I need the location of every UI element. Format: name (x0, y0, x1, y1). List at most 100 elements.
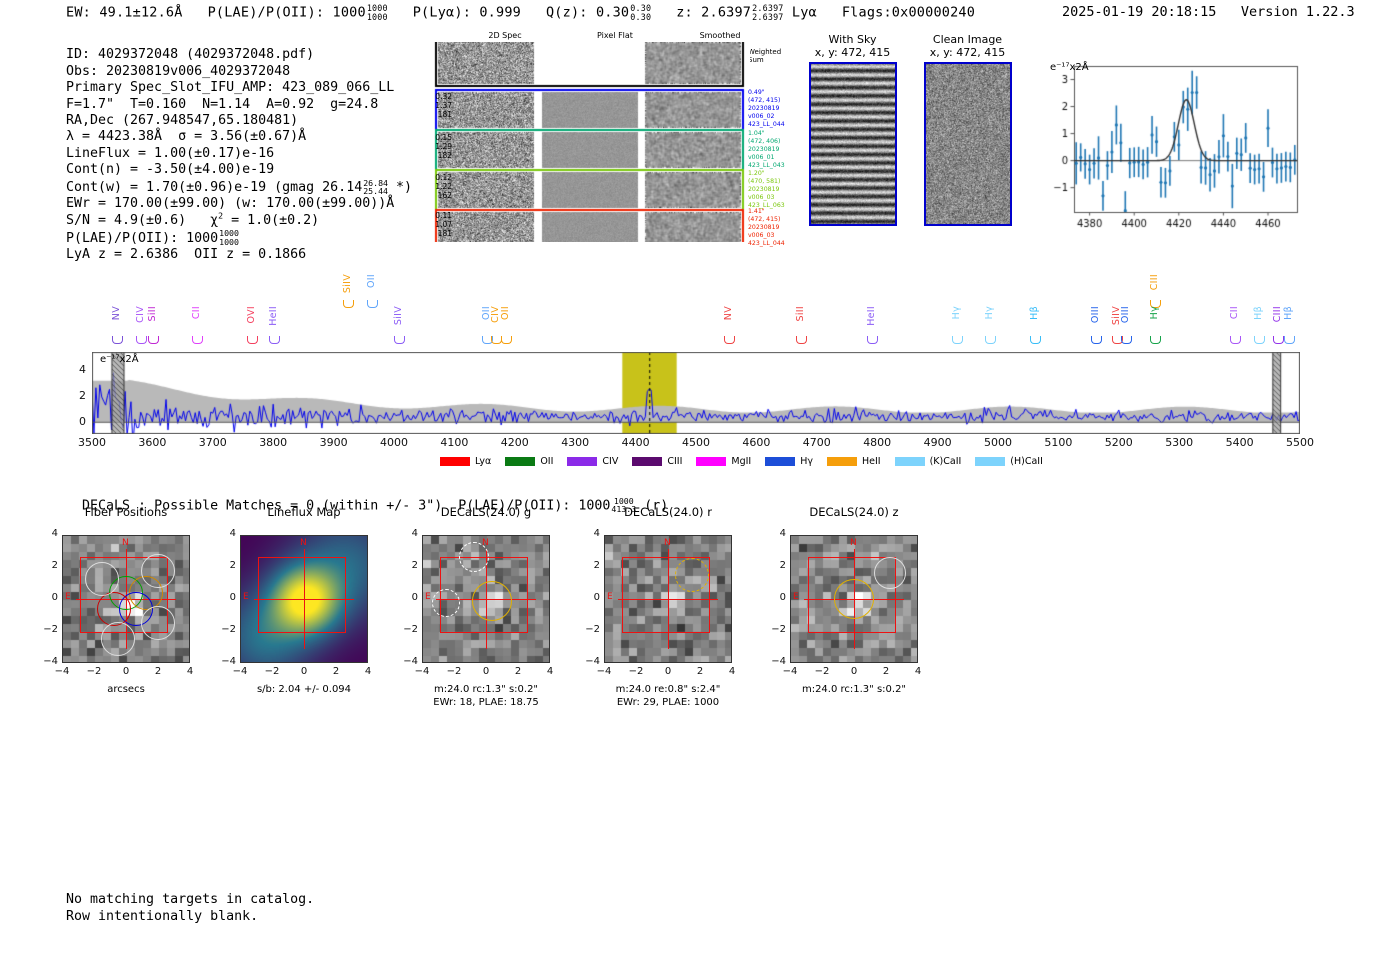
z-species: Lyα (791, 4, 817, 21)
compass-east: E (65, 592, 71, 602)
legend-label: HeII (862, 456, 881, 467)
cutout-ytick: 4 (593, 528, 600, 539)
emission-line-bracket (342, 300, 354, 308)
compass-north: N (664, 538, 671, 548)
cutout-ytick: −4 (43, 656, 58, 667)
emission-line-bracket (1090, 336, 1102, 344)
cutout-ytick: 4 (229, 528, 236, 539)
cont-w-lo: 25.44 (363, 186, 388, 197)
thumb-with-sky: With Sky x, y: 472, 415 (800, 33, 905, 226)
cutout-ytick: 0 (779, 592, 786, 603)
cutout-xtick: −4 (782, 666, 798, 677)
cutout-aperture-circle (141, 554, 175, 588)
thumb-title-clean: Clean Image (932, 33, 1003, 46)
fiber-right-line: (472, 406) (748, 138, 781, 145)
emission-line-label-CIII: CIII (1148, 274, 1160, 291)
info-line-lineflux: LineFlux = 1.00(±0.17)e-16 (66, 145, 275, 161)
compass-north: N (850, 538, 857, 548)
legend-label: CIV (602, 456, 619, 467)
line-fit-units-label: e⁻¹⁷x2Å (1050, 62, 1089, 73)
cutout-ytick: 0 (229, 592, 236, 603)
cutout-xtick: 2 (882, 666, 890, 677)
decals-header-post: (r) (644, 498, 669, 514)
fiber-right-line: (472, 415) (748, 216, 781, 223)
spectrum-xtick: 3500 (78, 436, 106, 449)
compass-east: E (607, 592, 613, 602)
emission-line-label-SiIV: SiIV (392, 306, 404, 326)
cutout-caption1-3: m:24.0 re:0.8" s:2.4" (615, 684, 721, 695)
info-plae-value: 1000 (186, 230, 219, 246)
fiber-left-line: 0.15 (435, 133, 452, 142)
fiber-right-line: 0.49" (748, 89, 765, 96)
spectrum-xtick: 4200 (500, 436, 529, 449)
z-lo: 2.6397 (752, 11, 784, 22)
cutout-xtick: 2 (332, 666, 340, 677)
legend-label: CIII (667, 456, 683, 467)
fiber-right-line: 423_LL_044 (748, 240, 785, 247)
legend-item-Ly: Lyα (440, 456, 491, 467)
info-line-cont-w-post: *) (396, 180, 413, 196)
legend-label: Hγ (800, 456, 813, 467)
legend-swatch (696, 457, 727, 466)
footer-note: No matching targets in catalog. Row inte… (66, 874, 314, 925)
emission-line-label-HeII: HeII (866, 306, 878, 326)
spectrum-ytick: 4 (79, 363, 86, 377)
ew-label: EW: (66, 4, 91, 21)
legend-swatch (632, 457, 663, 466)
spectrum-xtick: 4700 (802, 436, 831, 449)
z-hi: 2.6397 (752, 3, 784, 13)
fiber-left-line: 0.32 (435, 92, 452, 101)
emission-line-bracket (367, 300, 379, 308)
compass-north: N (122, 538, 129, 548)
spectrum-ytick: 2 (79, 389, 86, 403)
emission-line-bracket (795, 336, 807, 344)
legend-swatch (765, 457, 796, 466)
info-plae-hi: 1000 (219, 228, 239, 239)
z-label: z: (676, 4, 693, 21)
cutout-ytick: 4 (411, 528, 418, 539)
plae-lo: 1000 (366, 11, 388, 22)
qz-value: 0.30 (595, 4, 630, 21)
spec2d-panel: 2D Spec Pixel Flat Smoothed Weighted Sum (430, 31, 781, 246)
cutout-xtick: 2 (696, 666, 704, 677)
info-plae-lo: 1000 (219, 236, 239, 247)
spectrum-xtick: 5100 (1044, 436, 1073, 449)
cutout-xtick: 0 (850, 666, 858, 677)
emission-line-label-H: Hγ (1148, 306, 1160, 320)
legend-item-MgII: MgII (696, 456, 751, 467)
cutout-title-4: DECaLS(24.0) z (809, 505, 899, 519)
emission-line-label-CIII: CIII (1272, 306, 1284, 323)
spectrum-xtick: 4900 (923, 436, 952, 449)
info-line-redshifts: LyA z = 2.6386 OII z = 0.1866 (66, 247, 307, 263)
cutout-title-3: DECaLS(24.0) r (624, 505, 712, 519)
cutout-ytick: −4 (221, 656, 236, 667)
line-fit-plot: e⁻¹⁷x2Å (1040, 58, 1305, 238)
fiber-right-line: v006_03 (748, 194, 775, 201)
cutout-xtick: 2 (154, 666, 162, 677)
legend-swatch (894, 457, 925, 466)
fiber-right-labels-2: 1.20" (470, 581) 20230819 v006_03 423_LL_063 (748, 170, 806, 210)
fiber-right-labels-3: 1.41" (472, 415) 20230819 v006_03 423_LL_044 (748, 208, 806, 248)
legend-item-H: Hγ (765, 456, 813, 467)
cutout-caption1-2: m:24.0 rc:1.3" s:0.2" (433, 684, 539, 695)
spectrum-xtick: 3900 (319, 436, 348, 449)
fiber-left-line: 181 (437, 229, 452, 238)
fiber-left-line: 0.11 (435, 211, 452, 220)
emission-line-label-NV: NV (723, 306, 734, 321)
legend-item-KCaII: (K)CaII (894, 456, 961, 467)
emission-line-label-OII: OII (500, 306, 512, 320)
decals-header-lo: 413.3 (611, 504, 637, 515)
cutout-xtick: −2 (446, 666, 462, 677)
spectrum-xtick: 3800 (259, 436, 288, 449)
info-line-chi2: = 1.0(±0.2) (223, 212, 320, 228)
qz-label: Q(z): (545, 4, 588, 21)
legend-item-CIV: CIV (567, 456, 618, 467)
cutout-title-0: Fiber Positions (84, 505, 168, 519)
full-spectrum-canvas (92, 352, 1300, 434)
emission-line-bracket (1229, 336, 1241, 344)
footer-line-1: No matching targets in catalog. (66, 892, 315, 907)
cutout-ytick: 4 (779, 528, 786, 539)
spectrum-xtick: 4100 (440, 436, 469, 449)
plae-value: 1000 (332, 4, 366, 21)
cutout-xtick: −4 (232, 666, 248, 677)
